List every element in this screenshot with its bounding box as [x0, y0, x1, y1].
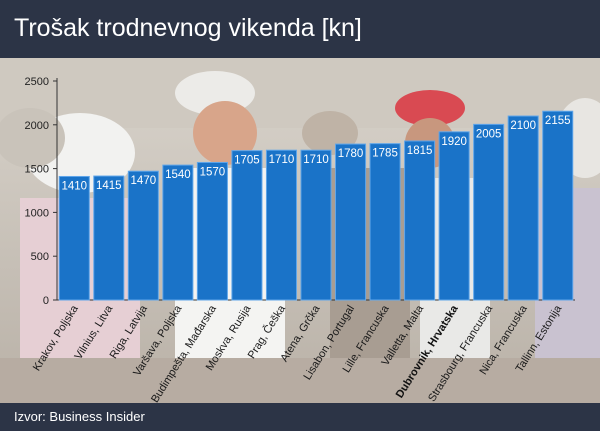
bar: [127, 170, 159, 301]
bar: [58, 175, 90, 301]
bar-value-label: 1710: [269, 154, 295, 166]
bar: [196, 161, 228, 301]
bar: [162, 164, 194, 301]
bar-value-label: 1815: [407, 145, 433, 157]
bar: [404, 140, 436, 301]
bar: [507, 115, 539, 301]
y-tick-label: 500: [31, 251, 49, 263]
bar-value-label: 1540: [165, 169, 191, 181]
bar-value-label: 1570: [200, 166, 226, 178]
bar: [369, 143, 401, 301]
category-label: Strasbourg, Francuska: [426, 302, 496, 403]
bar-value-label: 1710: [303, 154, 329, 166]
bar-value-label: 2100: [510, 120, 536, 132]
category-label: Budimpešta, Mađarska: [149, 302, 219, 403]
bar: [335, 143, 367, 301]
category-label: Dubrovnik, Hrvatska: [394, 302, 461, 400]
header-bar: Trošak trodnevnog vikenda [kn]: [0, 0, 600, 58]
bar: [542, 110, 574, 301]
bar-value-label: 2155: [545, 115, 571, 127]
bar: [231, 150, 263, 301]
y-tick-label: 2500: [25, 76, 49, 88]
bar-value-label: 1410: [61, 180, 87, 192]
bar-value-label: 1780: [338, 148, 364, 160]
category-label: Krakov, Poljska: [31, 302, 81, 373]
bar: [300, 149, 332, 301]
y-tick-label: 0: [43, 295, 49, 307]
source-note: Izvor: Business Insider: [14, 409, 145, 424]
bar-value-label: 1705: [234, 155, 260, 167]
bar-value-label: 2005: [476, 128, 502, 140]
bar: [438, 131, 470, 301]
bar-value-label: 1415: [96, 180, 122, 192]
bar-value-label: 1785: [372, 148, 398, 160]
footer-bar: Izvor: Business Insider: [0, 403, 600, 431]
chart-title: Trošak trodnevnog vikenda [kn]: [14, 14, 362, 42]
bar-value-label: 1470: [131, 175, 157, 187]
y-tick-label: 2000: [25, 120, 49, 132]
y-tick-label: 1000: [25, 207, 49, 219]
bar: [473, 123, 505, 301]
bar: [93, 175, 125, 301]
y-tick-label: 1500: [25, 164, 49, 176]
bar-value-label: 1920: [441, 136, 467, 148]
bar-chart: 0 500 1000 1500 2000 2500 1410 Krakov, Poljska…: [25, 76, 575, 403]
bar: [265, 149, 297, 301]
